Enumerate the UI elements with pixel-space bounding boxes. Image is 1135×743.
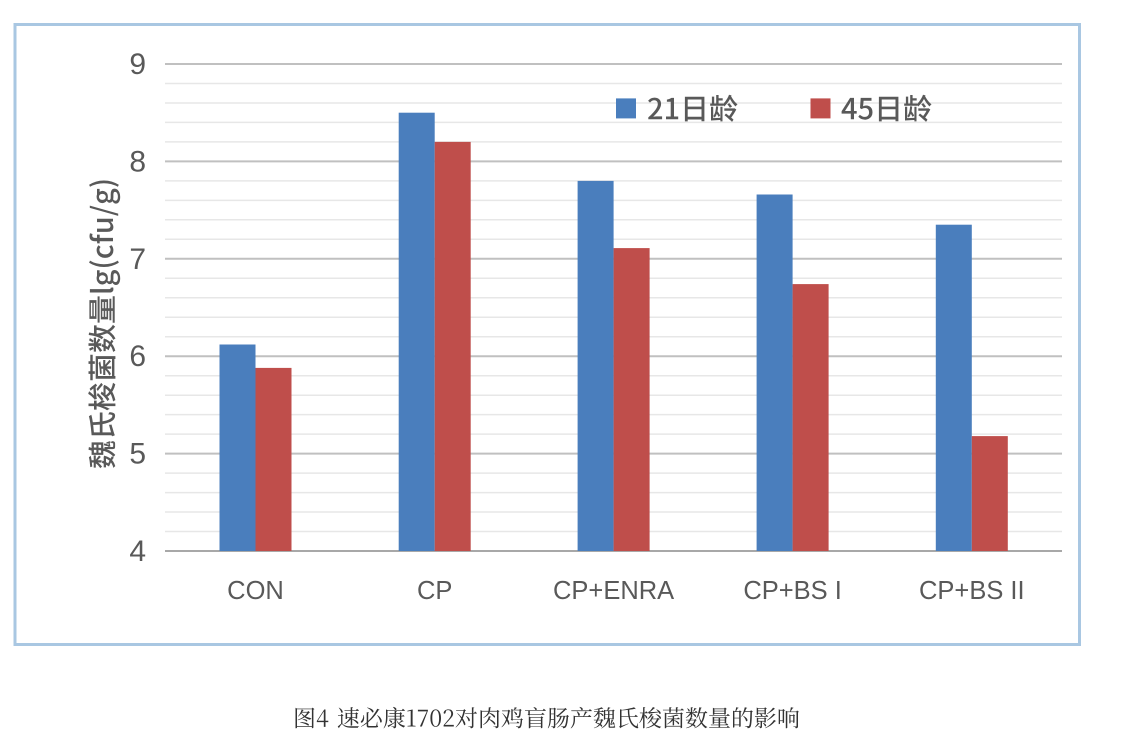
svg-text:9: 9: [129, 48, 146, 81]
svg-text:CP+BS I: CP+BS I: [743, 577, 842, 605]
svg-text:CP+BS II: CP+BS II: [919, 577, 1025, 605]
svg-text:7: 7: [129, 243, 146, 276]
svg-text:CON: CON: [227, 577, 284, 605]
svg-text:4: 4: [129, 535, 146, 568]
svg-text:6: 6: [129, 340, 146, 373]
svg-text:CP+ENRA: CP+ENRA: [553, 577, 674, 605]
svg-text:CP: CP: [417, 577, 452, 605]
svg-text:5: 5: [129, 438, 146, 471]
svg-text:8: 8: [129, 145, 146, 178]
